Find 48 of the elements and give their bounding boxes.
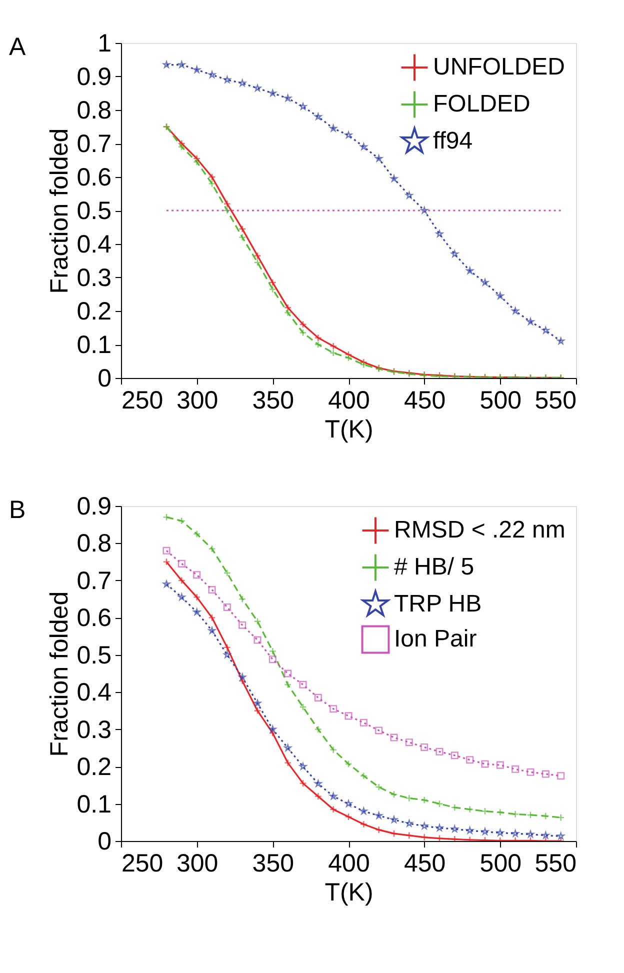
legend-label: ff94: [433, 128, 473, 154]
y-tick-label: 0.9: [76, 63, 112, 91]
y-tick-label: 0.9: [76, 492, 112, 520]
x-tick-label: 500: [480, 850, 522, 878]
y-tick-label: 0.4: [76, 230, 112, 258]
x-tick-label: 350: [252, 386, 294, 414]
x-tick-label: 450: [404, 386, 446, 414]
y-tick-label: 0.5: [76, 197, 112, 225]
y-tick-label: 0.8: [76, 96, 112, 124]
x-tick-label: 550: [534, 386, 576, 414]
y-tick-label: 0.6: [76, 604, 112, 632]
y-tick-label: 0: [98, 364, 112, 392]
y-tick-label: 0: [98, 828, 112, 856]
legend-label: # HB/ 5: [394, 554, 474, 580]
y-tick-label: 0.4: [76, 678, 112, 707]
y-tick-label: 0.6: [76, 164, 112, 192]
y-tick-label: 0.2: [76, 753, 112, 782]
x-tick-label: 550: [534, 850, 576, 878]
legend-label: Ion Pair: [394, 626, 477, 652]
legend-label: TRP HB: [394, 590, 482, 618]
x-tick-label: 500: [480, 386, 522, 414]
legend-label: FOLDED: [433, 90, 530, 118]
text: B: [9, 496, 26, 524]
y-axis-title: Fraction folded: [46, 128, 74, 294]
x-axis-title: T(K): [324, 416, 374, 444]
y-tick-label: 0.7: [76, 130, 112, 158]
legend-label: RMSD < .22 nm: [394, 516, 566, 544]
y-tick-label: 0.2: [76, 298, 112, 326]
y-tick-label: 0.1: [76, 331, 112, 359]
y-tick-label: 0.5: [76, 641, 112, 670]
y-tick-label: 0.7: [76, 566, 112, 595]
text: A: [9, 33, 26, 61]
x-tick-label: 400: [328, 850, 370, 878]
y-tick-label: 0.3: [76, 264, 112, 292]
y-tick-label: 0.1: [76, 790, 112, 818]
x-axis-title: T(K): [324, 878, 374, 906]
x-tick-label: 400: [328, 386, 370, 414]
y-axis-title: Fraction folded: [46, 591, 74, 757]
legend-label: UNFOLDED: [433, 54, 566, 80]
x-tick-label: 250: [122, 850, 164, 878]
y-tick-label: 0.8: [76, 530, 112, 558]
x-tick-label: 300: [176, 850, 218, 878]
x-tick-label: 450: [404, 850, 446, 878]
y-tick-label: 0.3: [76, 716, 112, 744]
y-tick-label: 1: [98, 30, 112, 58]
x-tick-label: 300: [176, 386, 218, 414]
x-tick-label: 350: [252, 850, 294, 878]
x-tick-label: 250: [122, 386, 164, 414]
